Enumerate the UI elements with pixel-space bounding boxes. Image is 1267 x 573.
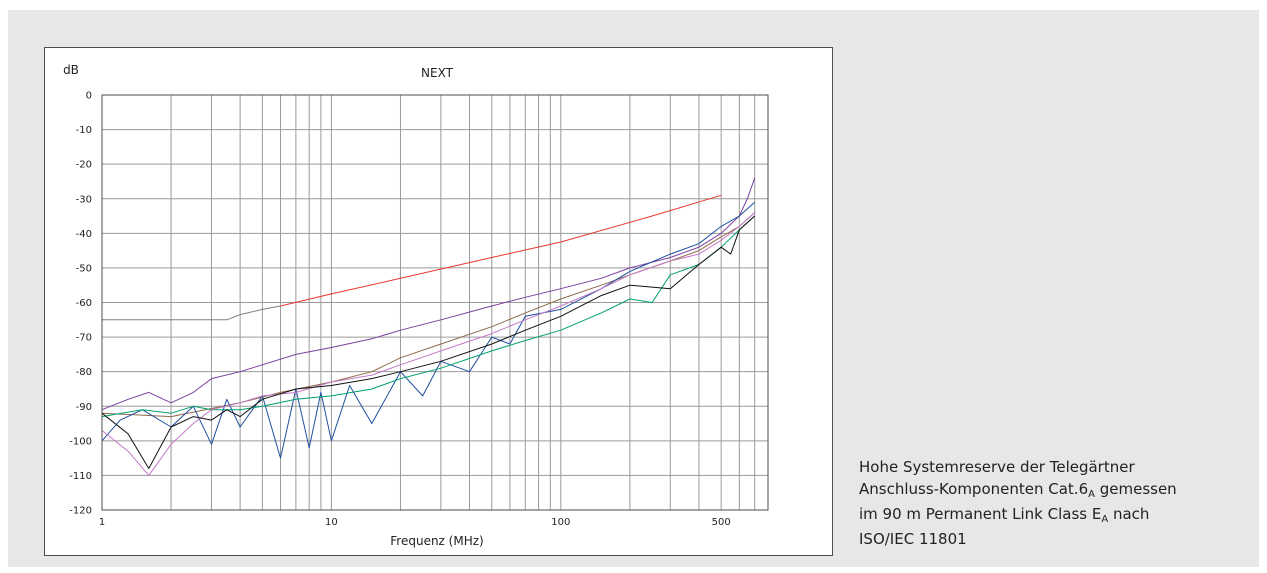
caption-line-4: ISO/IEC 11801 <box>859 530 967 548</box>
series-line-7 <box>101 212 756 476</box>
caption-line-2b: gemessen <box>1094 480 1177 498</box>
series-line-2 <box>102 305 281 321</box>
figure-panel: 0 -10 -20 -30 -40 -50 -60 -70 -80 -90 -100 -110 -120… <box>8 10 1259 567</box>
x-tick-labels: 1 10 100 500 <box>99 517 731 528</box>
y-tick-label: -110 <box>69 471 92 482</box>
y-tick-label: -50 <box>76 263 92 274</box>
y-tick-label: -60 <box>76 298 92 309</box>
caption-line-3a: im 90 m Permanent Link Class E <box>859 505 1102 523</box>
y-tick-label: -20 <box>76 160 92 171</box>
caption-line-3-subscript: A <box>1101 514 1109 525</box>
y-tick-label: -10 <box>76 125 92 136</box>
x-axis-label: Frequenz (MHz) <box>390 534 483 548</box>
y-tick-label: -120 <box>69 506 92 517</box>
y-axis-label: dB <box>63 63 79 77</box>
series-line-8 <box>101 215 756 469</box>
chart-frame: 0 -10 -20 -30 -40 -50 -60 -70 -80 -90 -100 -110 -120… <box>44 47 833 556</box>
y-tick-label: -40 <box>76 229 92 240</box>
caption-line-2a: Anschluss-Komponenten Cat.6 <box>859 480 1089 498</box>
x-tick-label: 500 <box>712 517 731 528</box>
y-tick-label: 0 <box>86 91 92 102</box>
plot-area-frame <box>101 94 769 511</box>
x-tick-label: 1 <box>99 517 105 528</box>
series-line-4 <box>101 212 756 418</box>
x-tick-label: 10 <box>325 517 338 528</box>
series-line-1 <box>280 194 722 307</box>
y-tick-label: -30 <box>76 194 92 205</box>
series-line-6 <box>101 215 756 418</box>
grid <box>101 94 769 511</box>
y-tick-label: -100 <box>69 436 92 447</box>
series-group <box>101 177 756 476</box>
series-line-3 <box>101 177 756 411</box>
y-tick-label: -90 <box>76 402 92 413</box>
series-line-5 <box>101 201 756 459</box>
next-chart: 0 -10 -20 -30 -40 -50 -60 -70 -80 -90 -100 -110 -120… <box>63 63 769 548</box>
chart-title: NEXT <box>421 66 454 80</box>
caption-line-2-subscript: A <box>1088 489 1095 500</box>
figure-caption: Hohe Systemreserve der Telegärtner Ansch… <box>859 456 1259 550</box>
caption-line-1: Hohe Systemreserve der Telegärtner <box>859 458 1135 476</box>
y-tick-label: -70 <box>76 333 92 344</box>
y-tick-labels: 0 -10 -20 -30 -40 -50 -60 -70 -80 -90 -100 -110 -120 <box>69 91 92 517</box>
caption-line-3b: nach <box>1108 505 1150 523</box>
y-tick-label: -80 <box>76 367 92 378</box>
x-tick-label: 100 <box>551 517 570 528</box>
